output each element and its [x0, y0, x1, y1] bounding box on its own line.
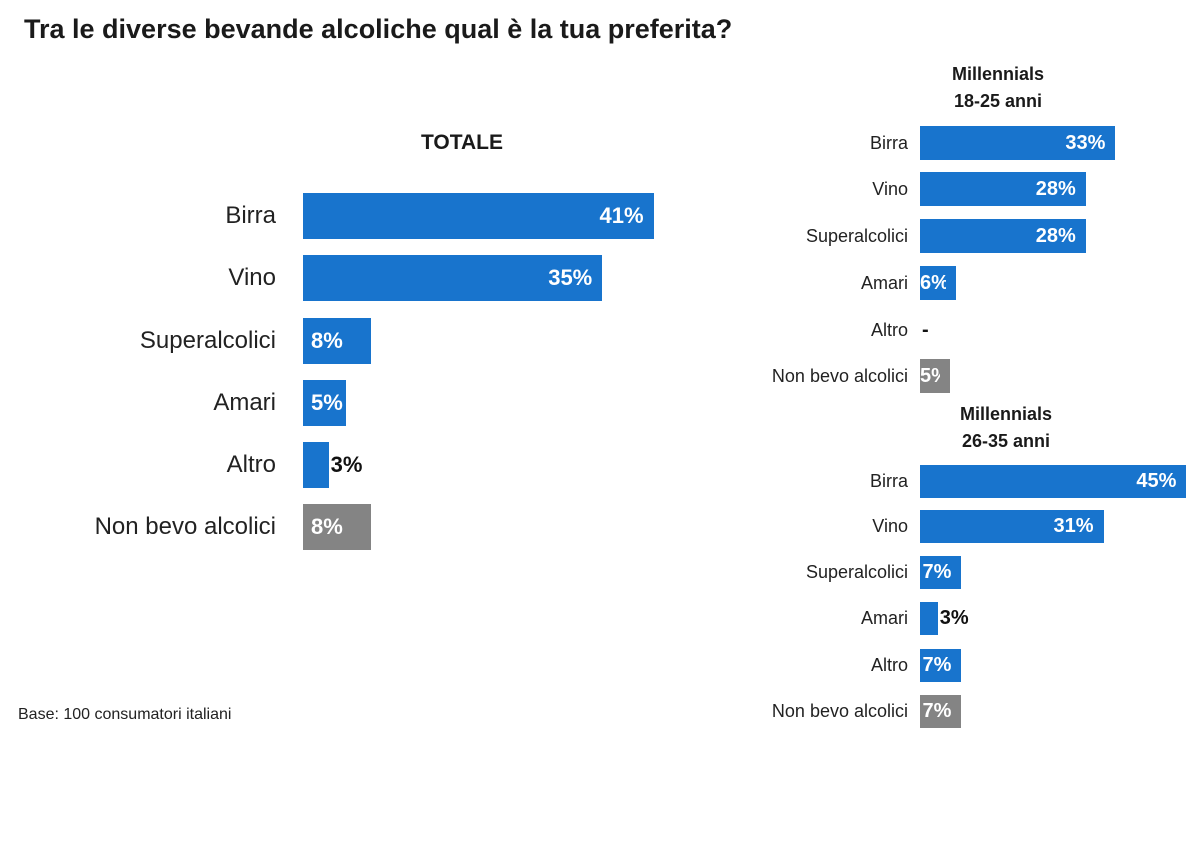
data-label: 3% — [939, 607, 969, 629]
bar — [920, 556, 962, 589]
bar — [303, 504, 372, 550]
bar — [920, 266, 956, 300]
category-label: Non bevo alcolici — [771, 701, 908, 721]
category-label: Amari — [860, 273, 908, 293]
category-label: Amari — [860, 608, 908, 628]
bar — [920, 695, 962, 728]
data-label: - — [922, 319, 929, 341]
data-label: 8% — [311, 514, 343, 539]
chart-title: TOTALE — [420, 131, 504, 154]
bar — [920, 465, 1187, 498]
bar — [920, 359, 950, 393]
category-label: Birra — [869, 471, 908, 491]
data-label: 6% — [920, 272, 946, 294]
data-label: 33% — [1065, 132, 1106, 154]
category-label: Vino — [872, 179, 908, 199]
category-label: Birra — [869, 133, 908, 153]
category-label: Superalcolici — [139, 327, 276, 354]
data-label: 35% — [548, 265, 593, 290]
bar — [303, 442, 329, 488]
category-label: Superalcolici — [805, 562, 908, 582]
category-label: Non bevo alcolici — [94, 513, 276, 540]
data-label: 5% — [311, 390, 343, 415]
data-label: 28% — [1035, 178, 1076, 200]
data-label: 31% — [1053, 515, 1094, 537]
base-note: Base: 100 consumatori italiani — [18, 706, 232, 723]
category-label: Altro — [226, 451, 276, 478]
category-label: Birra — [225, 202, 276, 229]
data-label: 45% — [1136, 470, 1177, 492]
bar — [920, 510, 1104, 543]
bar — [920, 602, 938, 635]
chart-title: 18-25 anni — [953, 91, 1043, 111]
data-label: 3% — [330, 452, 363, 477]
bar — [303, 318, 372, 364]
chart-title: Millennials — [959, 404, 1053, 424]
category-label: Altro — [870, 655, 908, 675]
category-label: Non bevo alcolici — [771, 366, 908, 386]
data-label: 41% — [599, 203, 644, 228]
page-title: Tra le diverse bevande alcoliche qual è … — [24, 14, 733, 44]
category-label: Amari — [213, 389, 276, 416]
bar — [920, 649, 962, 682]
bar — [920, 126, 1116, 160]
category-label: Altro — [870, 320, 908, 340]
bar — [920, 219, 1086, 253]
data-label: 5% — [920, 365, 940, 387]
category-label: Vino — [872, 516, 908, 536]
bar — [303, 193, 654, 239]
data-label: 7% — [922, 654, 952, 676]
data-label: 8% — [311, 328, 343, 353]
bar — [303, 255, 603, 301]
chart-title: Millennials — [951, 64, 1045, 84]
bar — [303, 380, 346, 426]
data-label: 7% — [922, 700, 952, 722]
bar — [920, 172, 1086, 206]
chart-title: 26-35 anni — [961, 431, 1051, 451]
data-label: 7% — [922, 561, 952, 583]
category-label: Superalcolici — [805, 226, 908, 246]
data-label: 28% — [1035, 225, 1076, 247]
category-label: Vino — [228, 264, 276, 291]
